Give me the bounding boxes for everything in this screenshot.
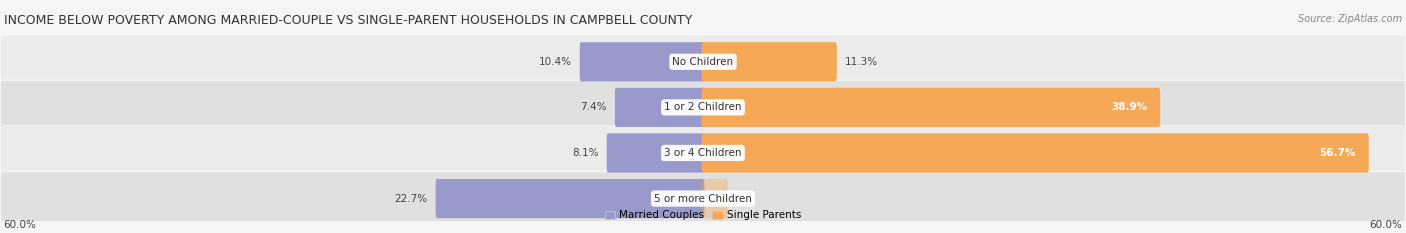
Text: Source: ZipAtlas.com: Source: ZipAtlas.com [1298,14,1403,24]
Legend: Married Couples, Single Parents: Married Couples, Single Parents [600,206,806,225]
FancyBboxPatch shape [607,133,704,173]
FancyBboxPatch shape [1,125,1405,181]
FancyBboxPatch shape [614,88,704,127]
FancyBboxPatch shape [702,133,1369,173]
Text: 56.7%: 56.7% [1319,148,1355,158]
FancyBboxPatch shape [702,179,728,218]
Text: 38.9%: 38.9% [1111,102,1147,112]
FancyBboxPatch shape [1,34,1405,90]
Text: 22.7%: 22.7% [395,194,427,204]
FancyBboxPatch shape [1,127,1405,179]
Text: 8.1%: 8.1% [572,148,599,158]
Text: 10.4%: 10.4% [538,57,572,67]
FancyBboxPatch shape [702,42,837,81]
Text: 11.3%: 11.3% [845,57,877,67]
Text: 60.0%: 60.0% [3,220,37,230]
FancyBboxPatch shape [1,171,1405,226]
Text: 7.4%: 7.4% [581,102,607,112]
Text: 3 or 4 Children: 3 or 4 Children [664,148,742,158]
FancyBboxPatch shape [1,81,1405,134]
Text: 5 or more Children: 5 or more Children [654,194,752,204]
Text: 1 or 2 Children: 1 or 2 Children [664,102,742,112]
Text: No Children: No Children [672,57,734,67]
Text: INCOME BELOW POVERTY AMONG MARRIED-COUPLE VS SINGLE-PARENT HOUSEHOLDS IN CAMPBEL: INCOME BELOW POVERTY AMONG MARRIED-COUPL… [3,14,692,27]
Text: 0.0%: 0.0% [713,194,738,204]
FancyBboxPatch shape [1,80,1405,135]
FancyBboxPatch shape [579,42,704,81]
Text: 60.0%: 60.0% [1369,220,1403,230]
FancyBboxPatch shape [1,172,1405,225]
FancyBboxPatch shape [1,35,1405,88]
FancyBboxPatch shape [436,179,704,218]
FancyBboxPatch shape [702,88,1160,127]
